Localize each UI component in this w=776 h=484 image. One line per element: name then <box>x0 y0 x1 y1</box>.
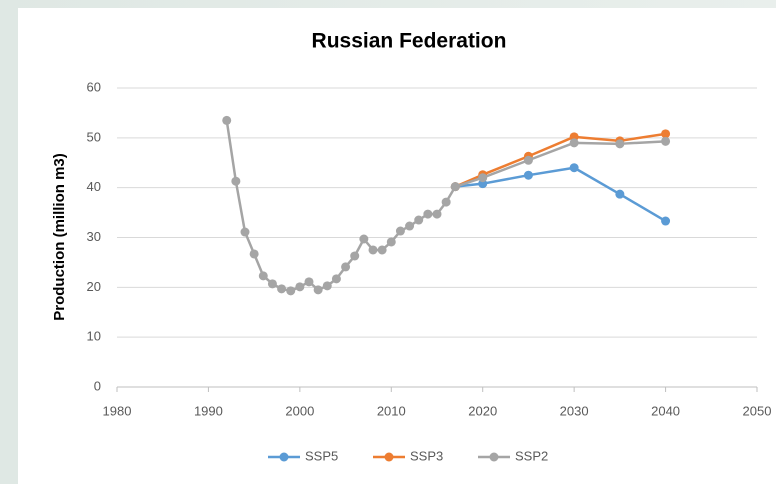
point <box>661 136 671 146</box>
point <box>405 221 415 231</box>
x-tick-label: 1990 <box>194 403 223 418</box>
point <box>350 251 360 261</box>
point <box>267 279 277 289</box>
point <box>615 139 625 149</box>
point <box>478 173 488 183</box>
y-tick-label: 40 <box>87 179 101 194</box>
y-tick-label: 10 <box>87 329 101 344</box>
y-axis-label: Production (million m3) <box>51 153 68 321</box>
point <box>359 234 369 244</box>
point <box>286 286 296 296</box>
point <box>569 163 579 173</box>
point <box>295 282 305 292</box>
legend-label: SSP5 <box>305 448 338 463</box>
point <box>569 138 579 148</box>
legend-marker <box>384 452 394 462</box>
legend-marker <box>489 452 499 462</box>
point <box>523 170 533 180</box>
point <box>423 209 433 219</box>
legend-marker <box>279 452 289 462</box>
y-tick-label: 20 <box>87 279 101 294</box>
x-tick-label: 2010 <box>377 403 406 418</box>
point <box>322 281 332 291</box>
series-line <box>455 166 667 223</box>
chart-title: Russian Federation <box>312 30 507 53</box>
point <box>258 271 268 281</box>
point <box>249 249 259 259</box>
x-tick-label: 1980 <box>103 403 132 418</box>
legend-label: SSP3 <box>410 448 443 463</box>
point <box>441 197 451 207</box>
point <box>240 227 250 237</box>
x-tick-label: 2000 <box>285 403 314 418</box>
y-tick-label: 60 <box>87 79 101 94</box>
y-tick-label: 30 <box>87 229 101 244</box>
point <box>395 226 405 236</box>
chart-panel <box>18 8 776 484</box>
x-tick-label: 2040 <box>651 403 680 418</box>
point <box>432 209 442 219</box>
point <box>661 129 671 139</box>
point <box>386 237 396 247</box>
point <box>277 284 287 294</box>
point <box>304 277 314 287</box>
point <box>231 176 241 186</box>
point <box>222 115 232 125</box>
x-tick-label: 2030 <box>560 403 589 418</box>
point <box>368 245 378 255</box>
point <box>450 182 460 192</box>
point <box>377 245 387 255</box>
y-tick-label: 0 <box>94 378 101 393</box>
point <box>341 262 351 272</box>
y-tick-label: 50 <box>87 129 101 144</box>
x-tick-label: 2050 <box>743 403 772 418</box>
point <box>615 189 625 199</box>
series-line <box>454 132 666 188</box>
legend-label: SSP2 <box>515 448 548 463</box>
x-tick-label: 2020 <box>468 403 497 418</box>
point <box>661 216 671 226</box>
point <box>523 155 533 165</box>
point <box>331 274 341 284</box>
point <box>313 285 323 295</box>
point <box>414 215 424 225</box>
